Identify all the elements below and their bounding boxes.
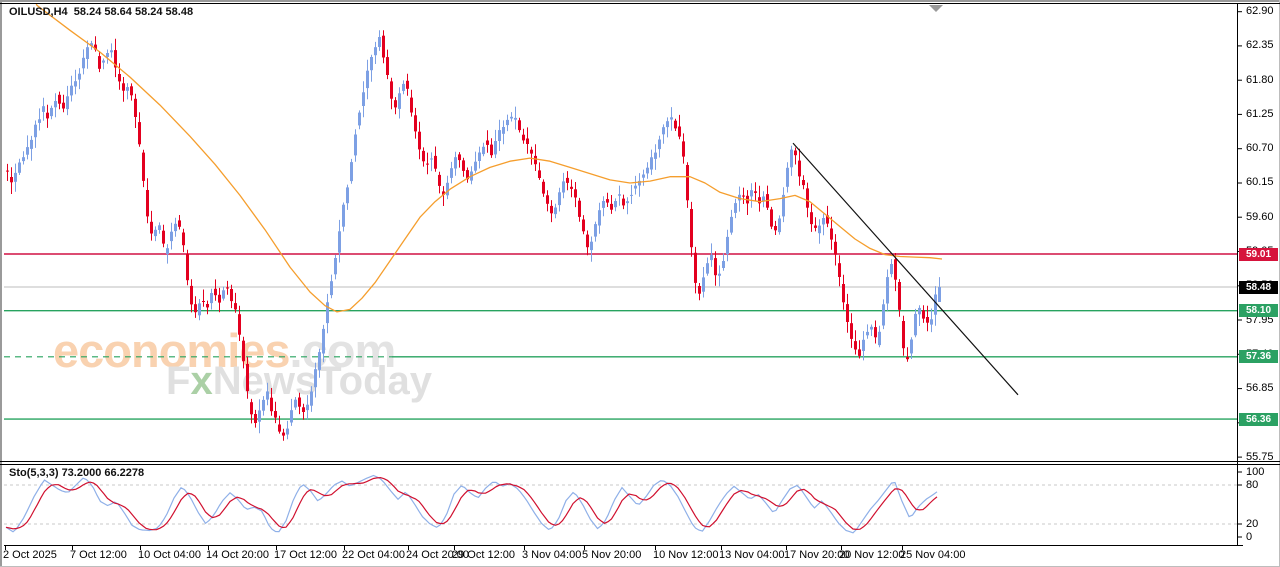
- watermark-sub-x: x: [190, 359, 213, 403]
- watermark-subbrand: FxNewsToday: [166, 359, 432, 404]
- price-tick-label: 62.35: [1246, 39, 1274, 52]
- horizontal-levels: [4, 253, 1237, 420]
- time-tick-label: 25 Nov 04:00: [900, 549, 966, 561]
- watermark-sub-prefix: F: [166, 359, 191, 403]
- price-level-badge: 57.36: [1239, 350, 1278, 364]
- time-tick-label: 22 Oct 04:00: [342, 549, 405, 561]
- watermark-sub-rest: NewsToday: [212, 359, 433, 403]
- time-tick-label: 17 Oct 12:00: [274, 549, 337, 561]
- price-tick-label: 60.70: [1246, 142, 1274, 155]
- price-tick-label: 61.80: [1246, 73, 1274, 86]
- watermark-brand-suffix: .com: [289, 324, 397, 377]
- time-tick-label: 29 Oct 12:00: [452, 549, 515, 561]
- time-tick-label: 3 Nov 04:00: [522, 549, 582, 561]
- stochastic-label: Sto(5,3,3) 73.2000 66.2278: [9, 467, 145, 479]
- time-tick-label: 10 Nov 12:00: [653, 549, 719, 561]
- window-frame-top: [0, 0, 1280, 2]
- window-frame-left: [0, 0, 2, 567]
- stochastic-k-line: [5, 474, 938, 534]
- price-tick-label: 55.75: [1246, 450, 1274, 463]
- main-plot[interactable]: [4, 0, 1237, 441]
- moving-average-line[interactable]: [30, 0, 943, 313]
- chart-shift-marker-icon[interactable]: [929, 5, 943, 12]
- time-tick-label: 13 Nov 04:00: [719, 549, 785, 561]
- stochastic-level-label: 80: [1246, 478, 1259, 491]
- time-tick-label: 20 Nov 12:00: [839, 549, 905, 561]
- price-tick-label: 56.85: [1246, 382, 1274, 395]
- current-price-badge: 58.48: [1239, 280, 1278, 294]
- stochastic-level-label: 0: [1246, 530, 1253, 543]
- price-tick-label: 62.90: [1246, 5, 1274, 18]
- price-tick-label: 60.15: [1246, 176, 1274, 189]
- price-level-badge: 59.01: [1239, 247, 1278, 261]
- price-tick-label: 59.60: [1246, 210, 1274, 223]
- candles[interactable]: [6, 30, 941, 441]
- stochastic-d-line: [5, 476, 938, 531]
- price-tick-label: 61.25: [1246, 107, 1274, 120]
- time-tick-label: 7 Oct 12:00: [70, 549, 127, 561]
- stochastic-level-label: 100: [1246, 465, 1265, 478]
- descending-trendline[interactable]: [792, 142, 1019, 396]
- watermark-brand: economies.com: [53, 323, 397, 378]
- stochastic-plot[interactable]: [4, 474, 1237, 534]
- price-level-badge: 56.36: [1239, 412, 1278, 426]
- time-tick-label: 2 Oct 2025: [3, 549, 57, 561]
- panel-borders: [0, 3, 1280, 550]
- time-tick-label: 5 Nov 20:00: [582, 549, 642, 561]
- time-tick-label: 24 Oct 20:00: [406, 549, 469, 561]
- watermark-brand-main: economies: [53, 324, 291, 377]
- chart-title: OILUSD,H4 58.24 58.64 58.24 58.48: [9, 6, 194, 18]
- time-tick-label: 17 Nov 20:00: [784, 549, 850, 561]
- stochastic-level-label: 20: [1246, 517, 1259, 530]
- time-tick-label: 14 Oct 20:00: [206, 549, 269, 561]
- time-tick-label: 10 Oct 04:00: [138, 549, 201, 561]
- price-level-badge: 58.10: [1239, 304, 1278, 318]
